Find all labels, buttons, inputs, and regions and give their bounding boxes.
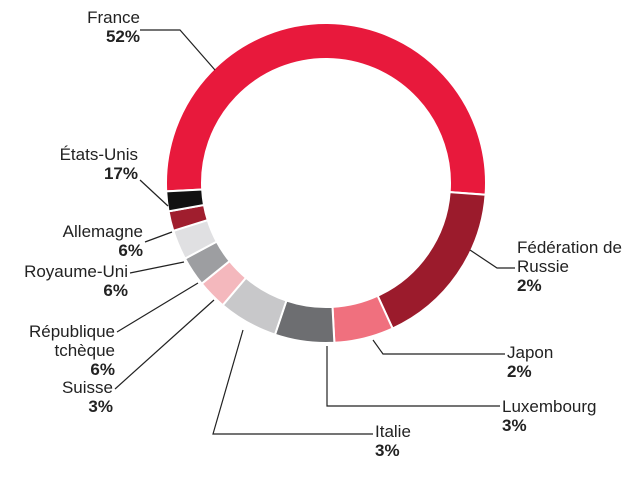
leader-line (212, 329, 373, 435)
slice-label: États-Unis 17% (8, 145, 138, 183)
value-label: 6% (90, 360, 115, 379)
leader-line (372, 339, 505, 355)
value-label: 3% (88, 397, 113, 416)
slice-label: Allemagne 6% (43, 222, 143, 260)
category-name: Fédération de Russie (517, 238, 622, 276)
slice-label: Fédération de Russie 2% (517, 238, 627, 295)
slice-label: Luxembourg 3% (502, 397, 632, 435)
leader-line (469, 249, 515, 269)
slice-label: Japon 2% (507, 343, 627, 381)
value-label: 3% (375, 441, 400, 460)
category-name: République tchèque (28, 322, 115, 360)
slice-label: France 52% (10, 8, 140, 46)
category-name: Japon (507, 343, 554, 362)
category-name: États-Unis (59, 145, 138, 164)
leader-line (140, 29, 216, 71)
category-name: Suisse (61, 378, 113, 397)
category-name: Royaume-Uni (24, 262, 128, 281)
category-name: Italie (375, 422, 411, 441)
leader-line (129, 261, 185, 274)
value-label: 17% (103, 164, 138, 183)
value-label: 6% (103, 281, 128, 300)
category-name: France (87, 8, 140, 27)
leader-line (114, 299, 215, 390)
leader-line (144, 231, 173, 243)
value-label: 3% (502, 416, 527, 435)
category-name: Allemagne (62, 222, 143, 241)
value-label: 52% (105, 27, 140, 46)
leader-line (116, 282, 199, 333)
category-name: Luxembourg (502, 397, 597, 416)
slice (376, 191, 487, 330)
slice-label: Italie 3% (375, 422, 485, 460)
value-label: 6% (118, 241, 143, 260)
value-label: 2% (507, 362, 532, 381)
slice (165, 22, 487, 196)
slice-label: Suisse 3% (13, 378, 113, 416)
slice-label: Royaume-Uni 6% (0, 262, 128, 300)
slice (165, 188, 206, 213)
slice-label: République tchèque 6% (15, 322, 115, 379)
leader-line (326, 346, 500, 407)
leader-line (139, 179, 169, 207)
value-label: 2% (517, 276, 542, 295)
